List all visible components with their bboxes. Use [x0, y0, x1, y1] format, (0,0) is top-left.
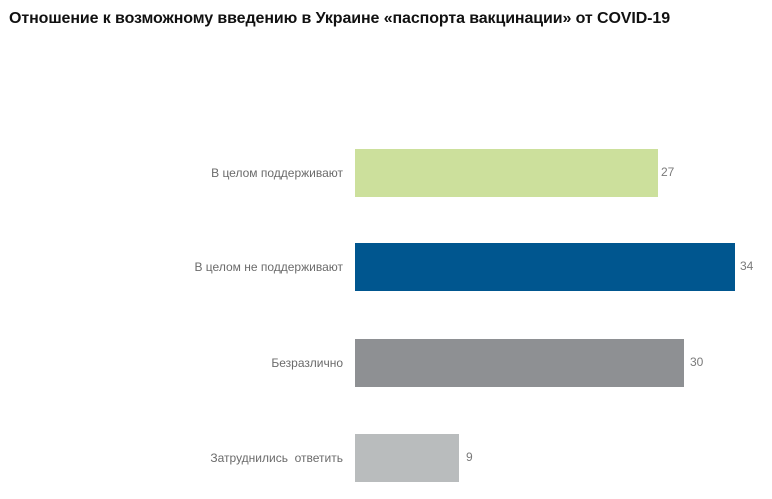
- bar-row-support: В целом поддерживают 27: [0, 149, 772, 197]
- category-label: Безразлично: [271, 356, 343, 370]
- bar-support: [355, 149, 658, 197]
- value-label: 9: [466, 450, 473, 464]
- bar-row-indifferent: Безразлично 30: [0, 339, 772, 387]
- bar-row-hard-to-say: Затруднились ответить 9: [0, 434, 772, 482]
- chart-title: Отношение к возможному введению в Украин…: [9, 10, 671, 27]
- category-label: Затруднились ответить: [210, 451, 343, 465]
- category-label: В целом поддерживают: [211, 166, 343, 180]
- bar-hard-to-say: [355, 434, 459, 482]
- bar-indifferent: [355, 339, 684, 387]
- bar-not-support: [355, 243, 735, 291]
- category-label: В целом не поддерживают: [194, 260, 343, 274]
- value-label: 34: [740, 259, 754, 273]
- bar-row-not-support: В целом не поддерживают 34: [0, 243, 772, 291]
- value-label: 27: [661, 165, 675, 179]
- value-label: 30: [690, 355, 704, 369]
